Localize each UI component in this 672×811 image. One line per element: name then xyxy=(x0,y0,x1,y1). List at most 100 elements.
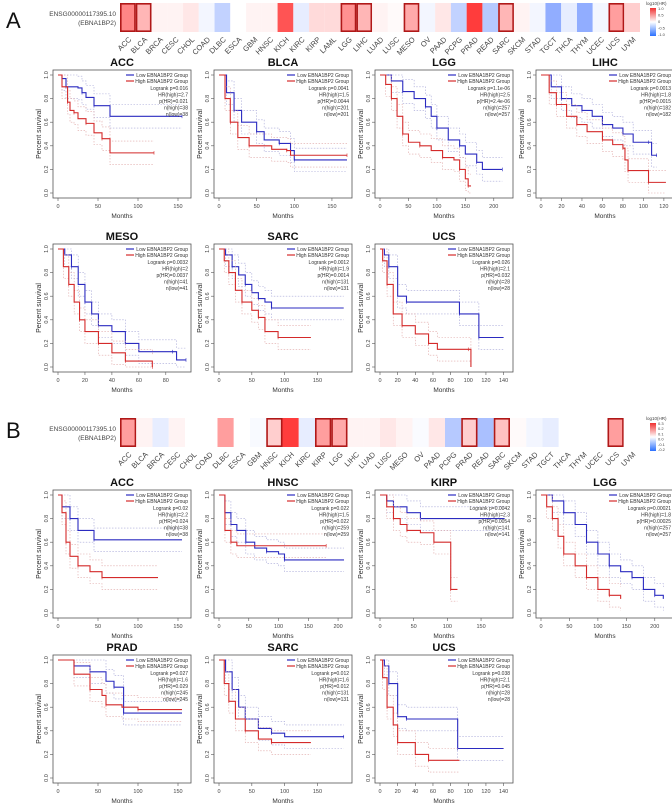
heatmap-cell-acc xyxy=(120,417,137,447)
n-low: n(low)=131 xyxy=(324,286,349,292)
legend-tick: 0.3 xyxy=(658,421,664,426)
heatmap-cell-prad xyxy=(466,3,483,32)
p-hr: p(HR)=2.4e-06 xyxy=(477,99,510,105)
plot-frame xyxy=(374,243,514,373)
plot-frame xyxy=(374,69,514,199)
x-tick-label: 100 xyxy=(280,378,289,384)
heatmap-cell-pcpg xyxy=(445,418,462,447)
y-tick-label: 0.2 xyxy=(205,340,211,348)
km-plot-a-sarc: SARC 0.0 0.2 0.4 0.6 0.8 1.0 0 50 100 150 Months Per… xyxy=(192,230,353,395)
high-ci-line xyxy=(219,74,347,144)
y-tick-label: 0.2 xyxy=(366,340,372,348)
x-tick-label: 0 xyxy=(378,624,381,630)
heatmap-cell-lihc xyxy=(356,2,373,32)
y-tick-label: 0.6 xyxy=(44,538,50,546)
logrank-p: Logrank p=0.00021 xyxy=(628,506,671,512)
y-tick-label: 1.0 xyxy=(366,71,372,79)
high-ci-line xyxy=(58,494,158,590)
high-survival-curve xyxy=(380,659,460,761)
hazard-ratio: HR(high)=1.5 xyxy=(319,513,349,519)
n-low: n(low)=259 xyxy=(324,532,349,538)
heatmap-cell-blca xyxy=(136,418,153,447)
y-tick-label: 0.8 xyxy=(205,269,211,277)
n-high: n(high)=201 xyxy=(322,106,349,112)
legend-high-label: High EBNA1BP2 Group xyxy=(618,79,671,85)
low-ci-line xyxy=(541,74,657,144)
y-tick-label: 0.2 xyxy=(205,751,211,759)
legend-low-label: Low EBNA1BP2 Group xyxy=(136,493,188,499)
y-tick-label: 0.4 xyxy=(205,562,211,570)
y-tick-label: 1.0 xyxy=(366,491,372,499)
heatmap-label-ucec: UCEC xyxy=(585,35,607,57)
n-low: n(low)=38 xyxy=(166,532,188,538)
heatmap-cell-kirc xyxy=(293,3,310,32)
hazard-ratio: HR(high)=2 xyxy=(162,267,188,273)
km-plot-b-kirp: KIRP 0.0 0.2 0.4 0.6 0.8 1.0 0 50 100 150 Months Per… xyxy=(353,476,514,641)
x-tick-label: 100 xyxy=(464,789,473,795)
x-axis-label: Months xyxy=(433,798,455,805)
y-axis-label: Percent survival xyxy=(197,283,204,333)
legend-title: log10(HR) xyxy=(646,416,667,421)
km-plot-b-hnsc: HNSC 0.0 0.2 0.4 0.6 0.8 1.0 0 50 100 150 200 Months… xyxy=(192,476,353,641)
low-ci-line xyxy=(58,248,186,349)
heatmap-label-lgg: LGG xyxy=(336,35,354,53)
x-tick-label: 140 xyxy=(499,378,508,384)
p-hr: p(HR)=0.00025 xyxy=(637,519,672,525)
n-low: n(low)=182 xyxy=(646,112,671,118)
heatmap-label-hnsc: HNSC xyxy=(258,450,280,472)
n-high: n(high)=28 xyxy=(486,691,510,697)
plot-title: KIRP xyxy=(431,477,457,489)
high-ci-line xyxy=(219,659,311,732)
y-tick-label: 0.4 xyxy=(205,727,211,735)
legend-high-label: High EBNA1BP2 Group xyxy=(457,253,510,259)
heatmap-label-kirp: KIRP xyxy=(310,450,329,469)
y-tick-label: 0.2 xyxy=(366,751,372,759)
y-tick-label: 0.4 xyxy=(44,727,50,735)
x-tick-label: 150 xyxy=(313,789,322,795)
x-axis-label: Months xyxy=(111,633,133,640)
x-tick-label: 200 xyxy=(650,624,659,630)
heatmap-cell-blca xyxy=(135,2,152,32)
x-tick-label: 100 xyxy=(290,204,299,210)
y-tick-label: 0.0 xyxy=(366,363,372,371)
plot-title: LIHC xyxy=(592,57,618,69)
y-tick-label: 0.6 xyxy=(527,118,533,126)
legend-tick: 0.5 xyxy=(658,13,664,18)
legend-tick: 1.0 xyxy=(658,6,664,11)
n-high: n(high)=131 xyxy=(322,691,349,697)
x-tick-label: 100 xyxy=(432,204,441,210)
y-tick-label: 0.6 xyxy=(205,703,211,711)
low-survival-curve xyxy=(380,248,504,339)
y-tick-label: 1.0 xyxy=(205,491,211,499)
low-survival-curve xyxy=(58,74,182,117)
x-tick-label: 100 xyxy=(464,378,473,384)
high-survival-curve xyxy=(219,494,327,547)
x-tick-label: 0 xyxy=(378,789,381,795)
low-ci-line xyxy=(58,74,182,129)
x-tick-label: 150 xyxy=(313,378,322,384)
x-axis-label: Months xyxy=(111,213,133,220)
x-tick-label: 80 xyxy=(448,789,454,795)
high-survival-curve xyxy=(380,494,458,590)
x-tick-label: 20 xyxy=(558,204,564,210)
legend-low-label: Low EBNA1BP2 Group xyxy=(619,73,671,79)
logrank-p: Logrank p=0.012 xyxy=(311,671,349,677)
y-axis-label: Percent survival xyxy=(197,529,204,579)
legend-low-label: Low EBNA1BP2 Group xyxy=(458,658,510,664)
heatmap-cell-coad xyxy=(201,418,218,447)
heatmap-cell-skcm xyxy=(510,418,527,447)
hazard-ratio: HR(high)=1.8 xyxy=(641,93,671,99)
y-tick-label: 1.0 xyxy=(205,71,211,79)
panel-label-a: A xyxy=(6,8,21,33)
legend-high-label: High EBNA1BP2 Group xyxy=(296,499,349,505)
y-tick-label: 0.0 xyxy=(366,609,372,617)
heatmap-cell-tgct xyxy=(545,3,562,32)
heatmap-label-uvm: UVM xyxy=(619,450,637,468)
heatmap-cell-uvm xyxy=(623,418,640,447)
heatmap-label-kirc: KIRC xyxy=(288,35,307,54)
y-tick-label: 0.4 xyxy=(527,562,533,570)
n-high: n(high)=28 xyxy=(486,280,510,286)
x-tick-label: 50 xyxy=(95,624,101,630)
logrank-p: Logrank p=0.022 xyxy=(311,506,349,512)
low-ci-line xyxy=(380,494,505,508)
